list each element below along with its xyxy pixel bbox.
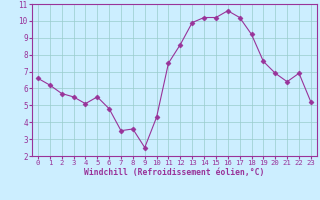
X-axis label: Windchill (Refroidissement éolien,°C): Windchill (Refroidissement éolien,°C)	[84, 168, 265, 177]
